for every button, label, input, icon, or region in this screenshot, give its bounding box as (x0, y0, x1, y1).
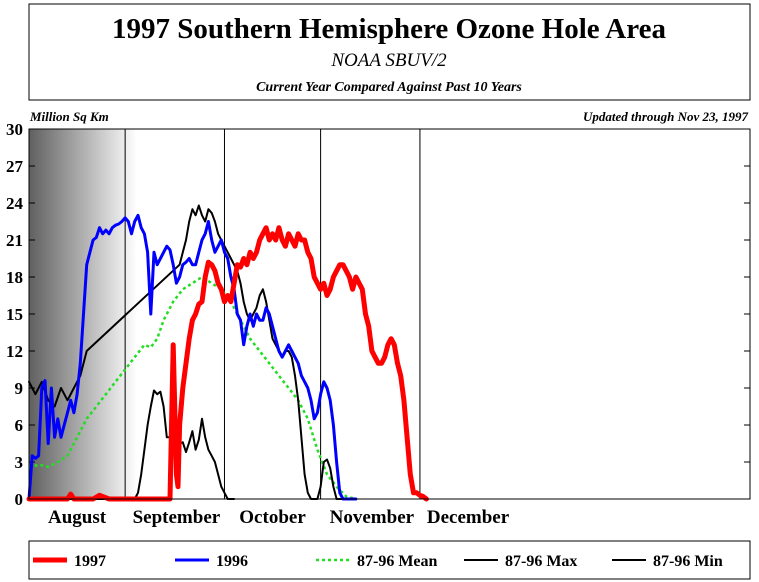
y-tick-label: 18 (6, 268, 23, 287)
y-tick-label: 15 (6, 305, 23, 324)
plot-frame (28, 128, 751, 500)
title-box (28, 3, 751, 101)
month-labels: August September October November December (48, 507, 510, 528)
y-tick-label: 27 (6, 157, 24, 176)
chart-subsubtitle: Current Year Compared Against Past 10 Ye… (256, 80, 522, 95)
legend-label: 1997 (74, 553, 106, 570)
chart-title: 1997 Southern Hemisphere Ozone Hole Area (112, 13, 666, 45)
legend-label: 87-96 Max (505, 553, 577, 570)
series-line-0 (26, 225, 429, 502)
series-line-1 (27, 213, 358, 501)
y-tick-label: 0 (15, 490, 24, 509)
month-label: September (133, 507, 221, 528)
month-label: August (48, 507, 107, 528)
month-label: December (427, 507, 510, 528)
updated-note: Updated through Nov 23, 1997 (583, 109, 749, 124)
y-tick-label: 12 (6, 342, 23, 361)
y-tick-label: 9 (15, 379, 24, 398)
legend: 1997 1996 87-96 Mean 87-96 Max 87-96 Min (33, 553, 723, 570)
month-label: October (239, 507, 306, 528)
y-tick-label: 6 (15, 416, 24, 435)
series-line-2 (28, 275, 357, 501)
y-tick-label: 30 (6, 120, 23, 139)
y-unit-label: Million Sq Km (29, 109, 109, 124)
legend-label: 87-96 Mean (357, 553, 438, 570)
series-line-3 (28, 204, 357, 500)
series-lines (26, 204, 429, 502)
chart-subtitle: NOAA SBUV/2 (330, 50, 447, 71)
legend-label: 1996 (216, 553, 248, 570)
y-tick-label: 24 (6, 194, 24, 213)
month-label: November (330, 507, 415, 528)
y-tick-label: 3 (15, 453, 24, 472)
y-tick-label: 21 (6, 231, 23, 250)
series-line-4 (28, 389, 236, 500)
legend-label: 87-96 Min (653, 553, 723, 570)
